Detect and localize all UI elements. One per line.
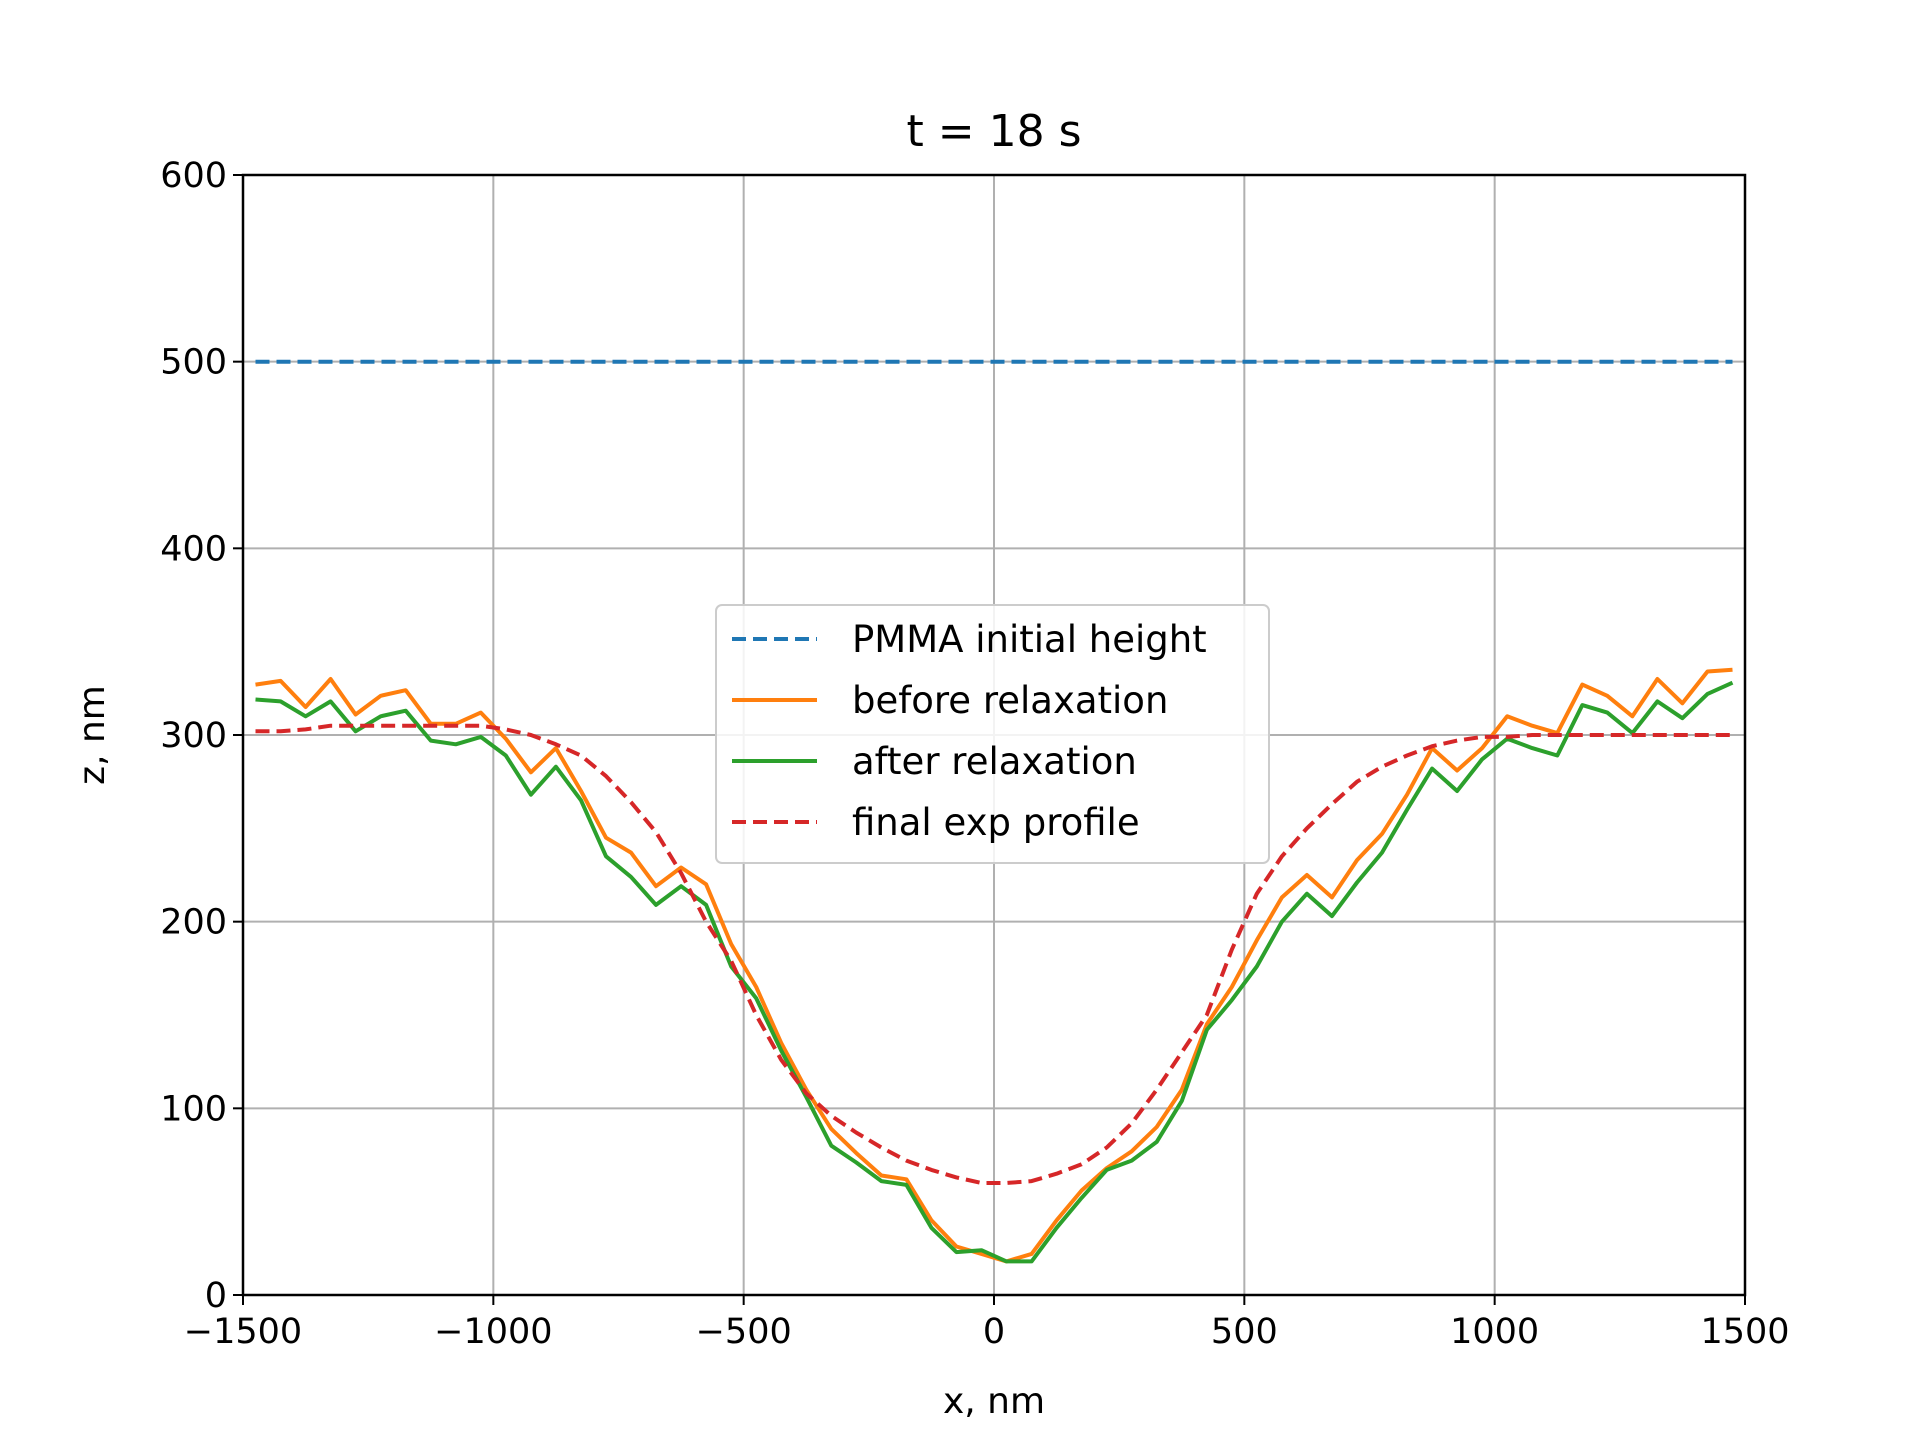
y-tick-label: 500 — [160, 343, 227, 383]
x-tick-label: 0 — [983, 1312, 1005, 1352]
legend: PMMA initial height before relaxation afte… — [715, 604, 1270, 864]
y-tick-label: 200 — [160, 903, 227, 943]
x-tick-label: 1500 — [1700, 1312, 1789, 1352]
legend-label: before relaxation — [852, 679, 1168, 722]
x-tick-label: −1000 — [434, 1312, 552, 1352]
axis-ticks: −1500 −1000 −500 0 500 1000 1500 0 100 200 300 400 5… — [160, 156, 1789, 1352]
y-tick-label: 600 — [160, 156, 227, 196]
y-tick-label: 300 — [160, 716, 227, 756]
y-axis-label: z, nm — [72, 685, 113, 785]
x-tick-label: −500 — [696, 1312, 792, 1352]
x-tick-label: 500 — [1211, 1312, 1278, 1352]
legend-label: final exp profile — [852, 801, 1140, 844]
x-tick-label: 1000 — [1450, 1312, 1539, 1352]
legend-label: PMMA initial height — [852, 618, 1207, 661]
series-line-after-relaxation — [255, 680, 1734, 1264]
y-tick-label: 400 — [160, 529, 227, 569]
x-axis-label: x, nm — [943, 1381, 1045, 1422]
legend-box — [715, 604, 1270, 864]
y-tick-label: 100 — [160, 1089, 227, 1129]
chart-title: t = 18 s — [907, 106, 1082, 157]
plot-series — [255, 359, 1734, 1264]
series-line-final-exp-profile — [255, 723, 1733, 1185]
x-tick-label: −1500 — [184, 1312, 302, 1352]
legend-label: after relaxation — [852, 740, 1137, 783]
y-tick-label: 0 — [205, 1276, 227, 1316]
